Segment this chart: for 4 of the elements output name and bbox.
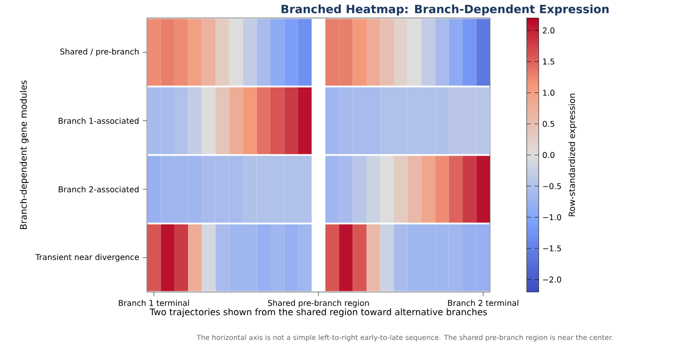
color-bar-title: Row-standardized expression [568,94,577,216]
chart-title: Branched Heatmap: Branch-Dependent Expression [282,4,609,16]
y-axis-title: Branch-dependent gene modules [20,80,29,230]
x-axis-title: Two trajectories shown from the shared region toward alternative branches [150,308,487,318]
